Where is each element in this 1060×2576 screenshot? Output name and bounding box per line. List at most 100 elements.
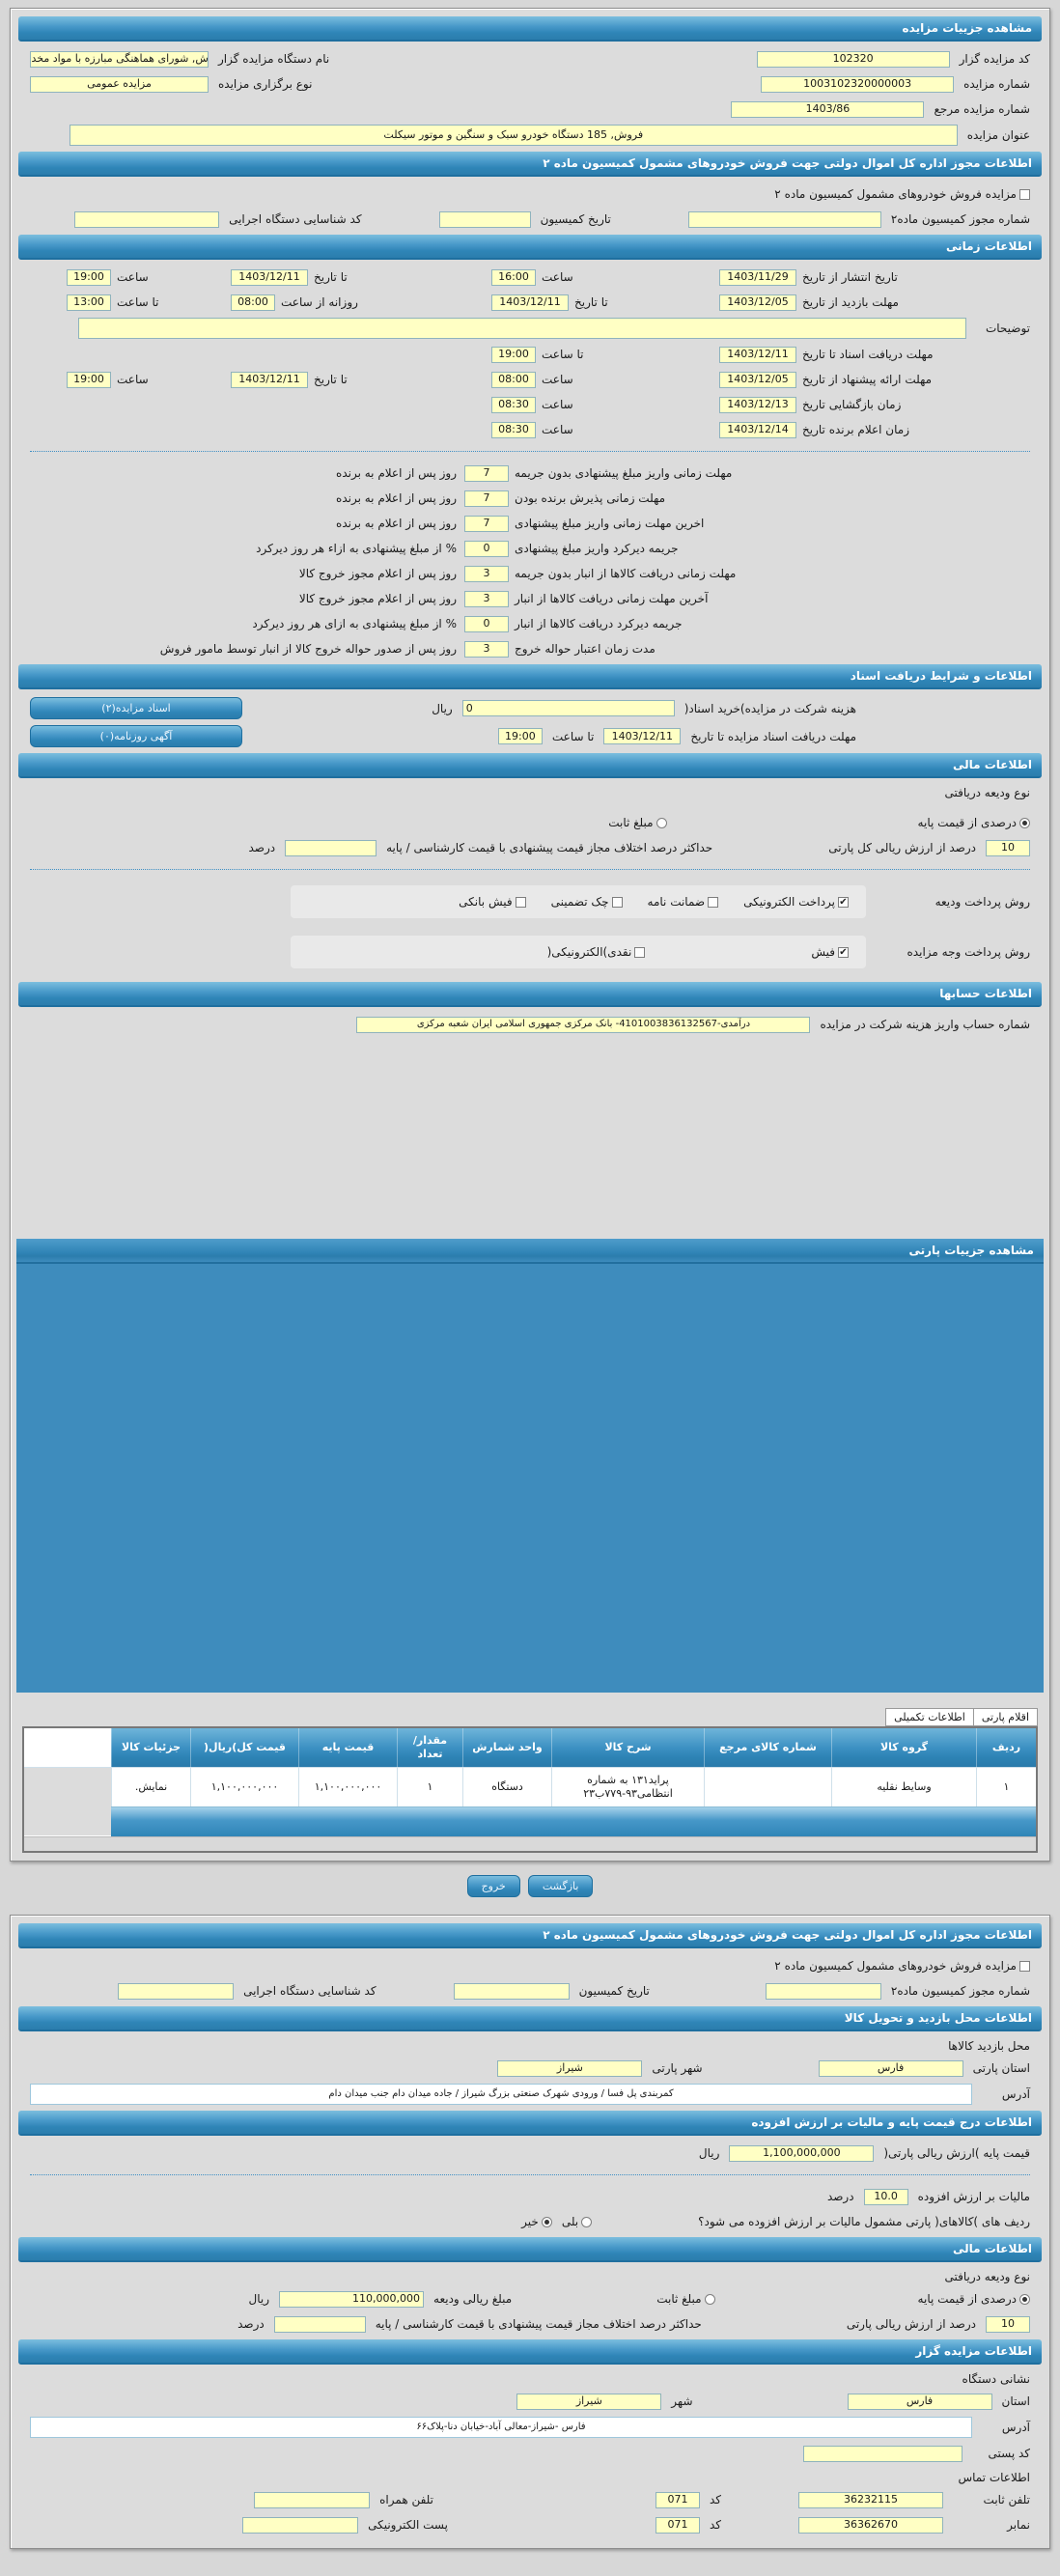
checkbox-cash-electronic[interactable] bbox=[634, 946, 646, 958]
option-electronic-payment[interactable]: پرداخت الکترونیکی bbox=[743, 895, 849, 909]
field-offer-from-time[interactable]: 08:00 bbox=[491, 371, 536, 388]
field-bidder-code[interactable]: 102320 bbox=[756, 50, 950, 68]
field-fax[interactable]: 36362670 bbox=[798, 2516, 943, 2534]
field-permit-number-2[interactable] bbox=[765, 1982, 881, 2000]
field-doc-deadline-time[interactable]: 19:00 bbox=[491, 346, 536, 363]
field-party-province[interactable]: فارس bbox=[818, 2059, 963, 2077]
field-bidder-city[interactable]: شیراز bbox=[516, 2393, 662, 2410]
deadline-value[interactable]: 0 bbox=[464, 615, 509, 632]
section-header-party-details: مشاهده جزییات پارتی bbox=[16, 1239, 1044, 1264]
option-slip[interactable]: فیش bbox=[811, 945, 849, 959]
deadline-suffix: روز پس از اعلام به برنده bbox=[336, 517, 457, 530]
row-deposit-type: درصدی از قیمت پایه مبلغ ثابت bbox=[30, 813, 1030, 832]
field-publish-to-time[interactable]: 19:00 bbox=[67, 268, 111, 286]
checkbox-guarantee-letter[interactable] bbox=[708, 896, 719, 908]
field-agency-id[interactable] bbox=[74, 210, 220, 228]
field-permit-number[interactable] bbox=[687, 210, 881, 228]
auction-documents-button[interactable]: اسناد مزایده(۲) bbox=[30, 697, 242, 719]
field-bidder-address[interactable]: فارس -شیراز-معالی آباد-خیابان دنا-پلاک۶۶ bbox=[30, 2417, 972, 2439]
exit-button[interactable]: خروج bbox=[466, 1875, 520, 1898]
field-notes[interactable] bbox=[77, 318, 966, 339]
field-auction-type[interactable]: مزایده عمومی bbox=[30, 75, 209, 93]
field-doc-fee[interactable]: 0 bbox=[461, 700, 675, 716]
field-party-city[interactable]: شیراز bbox=[497, 2059, 643, 2077]
field-agency-id-2[interactable] bbox=[118, 1982, 235, 2000]
radio-percent-of-base[interactable] bbox=[1019, 817, 1030, 828]
section-header-permit: اطلاعات مجوز اداره کل اموال دولتی جهت فر… bbox=[18, 152, 1042, 177]
back-button[interactable]: بازگشت bbox=[527, 1875, 594, 1898]
field-doc-receive-time[interactable]: 19:00 bbox=[497, 728, 543, 744]
field-fax-code[interactable]: 071 bbox=[655, 2516, 700, 2534]
radio-percent-of-base-2[interactable] bbox=[1019, 2293, 1030, 2305]
field-max-price-diff[interactable] bbox=[285, 839, 377, 856]
field-max-price-diff-2[interactable] bbox=[273, 2315, 366, 2333]
checkbox-bank-slip[interactable] bbox=[515, 896, 526, 908]
field-offer-to-time[interactable]: 19:00 bbox=[67, 371, 111, 388]
field-doc-receive-date[interactable]: 1403/12/11 bbox=[603, 728, 682, 744]
field-visit-to-date[interactable]: 1403/12/11 bbox=[491, 294, 569, 311]
radio-vat-no[interactable] bbox=[541, 2216, 552, 2227]
option-bank-slip[interactable]: فیش بانکی bbox=[459, 895, 526, 909]
field-phone[interactable]: 36232115 bbox=[798, 2491, 943, 2508]
field-account-number[interactable]: درآمدی-4101003836132567- بانک مرکزی جمهو… bbox=[356, 1016, 811, 1033]
field-deposit-percent[interactable]: 10 bbox=[986, 839, 1030, 856]
deadline-value[interactable]: 7 bbox=[464, 515, 509, 532]
field-auction-title[interactable]: فروش, 185 دستگاه خودرو سبک و سنگین و موت… bbox=[69, 125, 958, 146]
col-goods-group: گروه کالا bbox=[831, 1728, 976, 1767]
field-party-address[interactable]: کمربندی پل فسا / ورودی شهرک صنعتی بزرگ ش… bbox=[30, 2084, 972, 2106]
radio-vat-yes[interactable] bbox=[581, 2216, 593, 2227]
show-goods-details-link[interactable]: نمایش. bbox=[111, 1766, 190, 1807]
checkbox-slip[interactable] bbox=[838, 946, 849, 958]
field-visit-daily-to-time[interactable]: 13:00 bbox=[67, 294, 111, 311]
field-base-price[interactable]: 1,100,000,000 bbox=[729, 2144, 875, 2162]
radio-fixed-amount-2[interactable] bbox=[704, 2293, 715, 2305]
field-mobile[interactable] bbox=[254, 2491, 371, 2508]
field-winner-date[interactable]: 1403/12/14 bbox=[719, 421, 796, 438]
field-opening-time[interactable]: 08:30 bbox=[491, 396, 536, 413]
field-deposit-percent-2[interactable]: 10 bbox=[986, 2315, 1030, 2333]
field-org-name[interactable]: روش, شورای هماهنگی مبارزه با مواد مخدر ا bbox=[30, 50, 209, 68]
tab-additional-info[interactable]: اطلاعات تکمیلی bbox=[885, 1708, 973, 1726]
section-header-financial: اطلاعات مالی bbox=[18, 753, 1042, 778]
checkbox-secured-check[interactable] bbox=[611, 896, 623, 908]
field-vat[interactable]: 10.0 bbox=[863, 2188, 908, 2205]
field-visit-from-date[interactable]: 1403/12/05 bbox=[719, 294, 796, 311]
section-header-docs: اطلاعات و شرایط دریافت اسناد bbox=[18, 664, 1042, 689]
field-bidder-province[interactable]: فارس bbox=[847, 2393, 992, 2410]
field-commission-date[interactable] bbox=[438, 210, 531, 228]
field-opening-date[interactable]: 1403/12/13 bbox=[719, 396, 796, 413]
tab-party-items[interactable]: اقلام پارتی bbox=[972, 1708, 1038, 1726]
field-phone-code[interactable]: 071 bbox=[655, 2491, 700, 2508]
label-winner-hour: ساعت bbox=[542, 423, 573, 436]
field-publish-to-date[interactable]: 1403/12/11 bbox=[231, 268, 308, 286]
radio-fixed-amount[interactable] bbox=[656, 817, 667, 828]
checkbox-electronic-payment[interactable] bbox=[838, 896, 849, 908]
deadline-value[interactable]: 7 bbox=[464, 490, 509, 507]
newspaper-ad-button[interactable]: آگهی روزنامه(۰) bbox=[30, 725, 242, 747]
field-commission-date-2[interactable] bbox=[453, 1982, 570, 2000]
field-winner-time[interactable]: 08:30 bbox=[491, 421, 536, 438]
field-visit-daily-from-time[interactable]: 08:00 bbox=[231, 294, 275, 311]
deadline-value[interactable]: 7 bbox=[464, 464, 509, 482]
deadline-value[interactable]: 3 bbox=[464, 590, 509, 607]
deadline-value[interactable]: 3 bbox=[464, 640, 509, 658]
option-cash-electronic[interactable]: نقدی)الکترونیکی( bbox=[547, 945, 646, 959]
option-guarantee-letter[interactable]: ضمانت نامه bbox=[648, 895, 719, 909]
field-offer-to-date[interactable]: 1403/12/11 bbox=[231, 371, 308, 388]
permit-auction-checkbox-2[interactable] bbox=[1019, 1960, 1030, 1972]
field-deposit-amount[interactable]: 110,000,000 bbox=[279, 2290, 425, 2308]
field-auction-number[interactable]: 1003102320000003 bbox=[761, 75, 955, 93]
option-secured-check[interactable]: چک تضمینی bbox=[551, 895, 623, 909]
field-postal-code[interactable] bbox=[803, 2445, 962, 2462]
permit-auction-checkbox[interactable] bbox=[1019, 188, 1030, 200]
party-tabs: اقلام پارتی اطلاعات تکمیلی bbox=[22, 1708, 1038, 1726]
field-doc-deadline-date[interactable]: 1403/12/11 bbox=[719, 346, 796, 363]
field-email[interactable] bbox=[242, 2516, 359, 2534]
deadline-value[interactable]: 0 bbox=[464, 540, 509, 557]
field-publish-from-date[interactable]: 1403/11/29 bbox=[719, 268, 796, 286]
row-number-type: شماره مزایده 1003102320000003 نوع برگزار… bbox=[30, 74, 1030, 94]
deadline-value[interactable]: 3 bbox=[464, 565, 509, 582]
field-publish-from-time[interactable]: 16:00 bbox=[491, 268, 536, 286]
field-ref-number[interactable]: 1403/86 bbox=[731, 100, 925, 118]
field-offer-from-date[interactable]: 1403/12/05 bbox=[719, 371, 796, 388]
